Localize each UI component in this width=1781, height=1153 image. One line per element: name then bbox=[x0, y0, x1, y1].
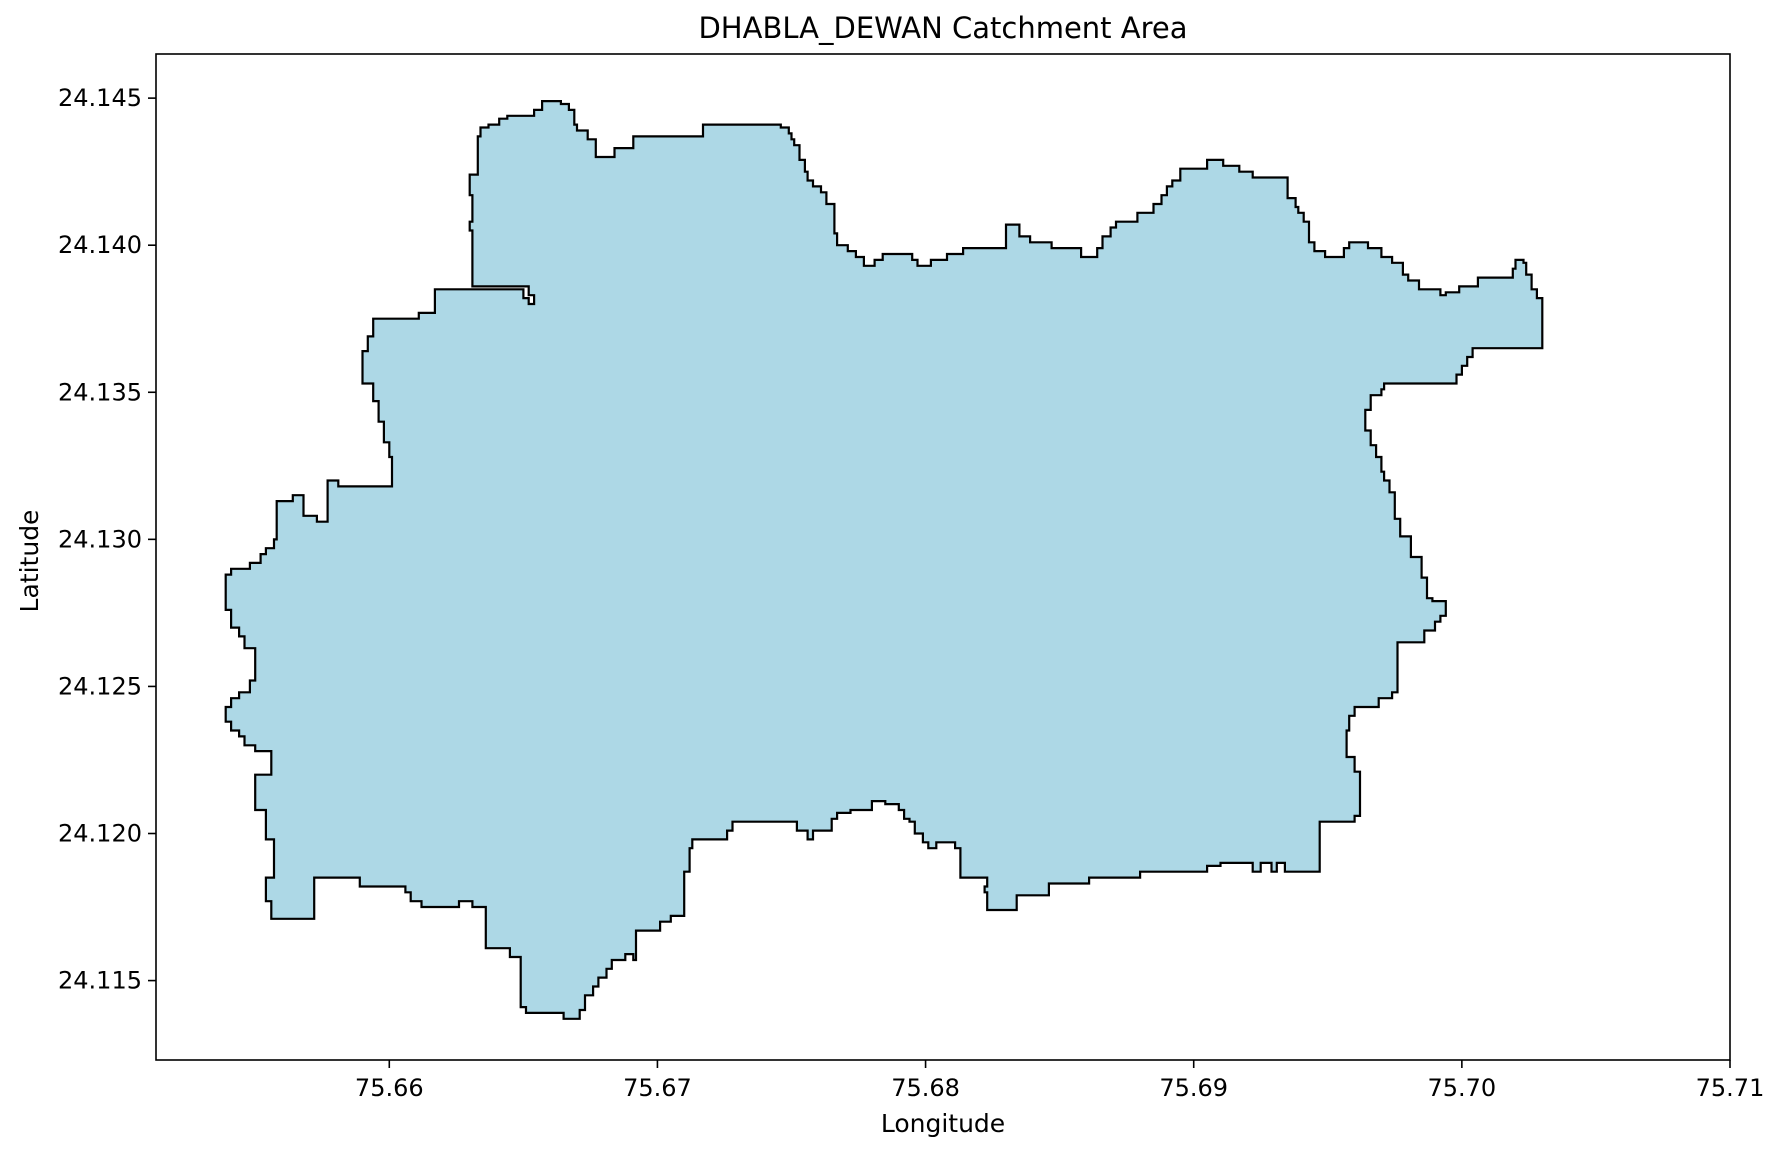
y-tick-label: 24.145 bbox=[58, 84, 142, 112]
x-axis-ticks: 75.66 75.67 75.68 75.69 75.70 75.71 bbox=[355, 1060, 1764, 1102]
x-tick-label: 75.66 bbox=[355, 1074, 424, 1102]
y-tick-label: 24.140 bbox=[58, 231, 142, 259]
x-tick-label: 75.67 bbox=[623, 1074, 692, 1102]
y-tick-label: 24.130 bbox=[58, 525, 142, 553]
x-axis-label: Longitude bbox=[881, 1109, 1005, 1138]
y-tick-label: 24.115 bbox=[58, 967, 142, 995]
axes-frame bbox=[155, 53, 1731, 1061]
y-axis-ticks: 24.115 24.120 24.125 24.130 24.135 24.140 24.1… bbox=[58, 84, 156, 995]
x-tick-label: 75.69 bbox=[1159, 1074, 1228, 1102]
y-tick-label: 24.125 bbox=[58, 672, 142, 700]
x-tick-label: 75.68 bbox=[891, 1074, 960, 1102]
chart-title: DHABLA_DEWAN Catchment Area bbox=[698, 11, 1187, 45]
x-tick-label: 75.71 bbox=[1696, 1074, 1765, 1102]
catchment-area-polygon bbox=[224, 100, 1544, 1020]
y-axis-label: Latitude bbox=[15, 510, 44, 613]
y-tick-label: 24.120 bbox=[58, 820, 142, 848]
plot-area bbox=[155, 53, 1731, 1061]
x-tick-label: 75.70 bbox=[1427, 1074, 1496, 1102]
y-tick-label: 24.135 bbox=[58, 378, 142, 406]
